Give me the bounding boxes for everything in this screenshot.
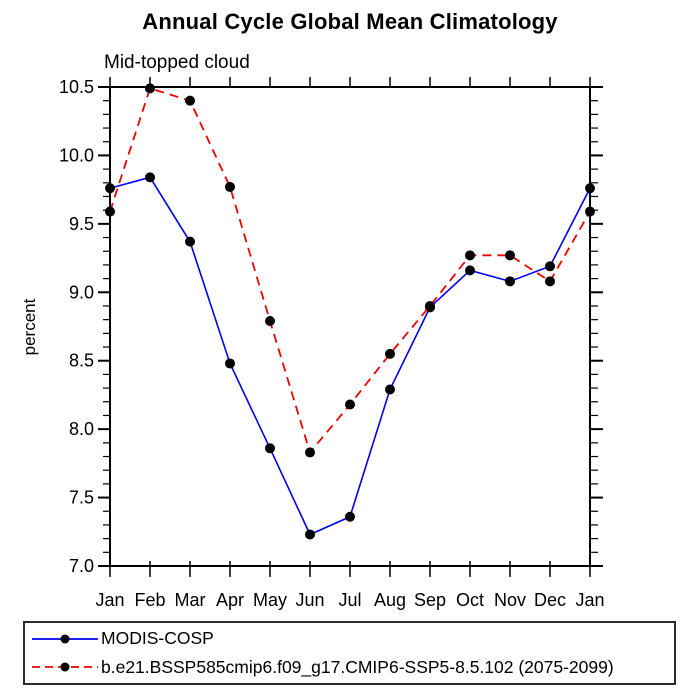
plot-area: 7.0 7.5 8.0 8.5 9.0 9.5 10.0 10.5 Jan Feb Mar Apr Ma… [59, 77, 605, 610]
data-point [225, 358, 235, 369]
x-tick-label: Feb [134, 590, 165, 610]
axis-tick-labels: 7.0 7.5 8.0 8.5 9.0 9.5 10.0 10.5 Jan Feb Mar Apr Ma… [59, 77, 605, 610]
data-point [305, 447, 315, 458]
legend-marker-dot [60, 662, 70, 672]
data-point [545, 276, 555, 287]
data-point [425, 300, 435, 311]
x-tick-label: May [253, 590, 287, 610]
x-tick-label: Jul [338, 590, 361, 610]
x-tick-label: Jan [575, 590, 604, 610]
data-point [465, 265, 475, 276]
legend-item-modis-cosp: MODIS-COSP [29, 626, 674, 652]
data-point [345, 399, 355, 410]
x-tick-label: Mar [175, 590, 206, 610]
series-markers-1 [105, 83, 595, 458]
y-tick-label: 8.5 [69, 351, 94, 371]
x-tick-label: Jun [295, 590, 324, 610]
data-point [185, 95, 195, 106]
data-point [265, 443, 275, 454]
x-tick-label: Jan [95, 590, 124, 610]
data-point [385, 348, 395, 359]
x-tick-label: Oct [456, 590, 484, 610]
y-tick-label: 10.0 [59, 145, 94, 165]
x-tick-label: Nov [494, 590, 526, 610]
data-point [505, 250, 515, 261]
chart-title: Annual Cycle Global Mean Climatology [142, 9, 558, 34]
legend-label-model-run: b.e21.BSSP585cmip6.f09_g17.CMIP6-SSP5-8.… [101, 656, 614, 677]
data-point [345, 511, 355, 522]
x-tick-label: Sep [414, 590, 446, 610]
plot-frame [109, 86, 591, 567]
legend-swatch-model-run [32, 662, 98, 672]
data-point [585, 206, 595, 217]
series-line-0 [109, 176, 591, 536]
x-tick-label: Aug [374, 590, 406, 610]
data-point [185, 236, 195, 247]
legend-item-model-run: b.e21.BSSP585cmip6.f09_g17.CMIP6-SSP5-8.… [29, 654, 674, 680]
axes [98, 77, 603, 577]
x-tick-label: Apr [216, 590, 244, 610]
legend-swatch-modis-cosp [32, 634, 98, 644]
legend-label-modis-cosp: MODIS-COSP [101, 628, 214, 649]
data-point [465, 250, 475, 261]
x-tick-label: Dec [534, 590, 566, 610]
data-point [305, 529, 315, 540]
data-point [385, 384, 395, 395]
series-line-1 [109, 87, 591, 455]
data-point [505, 276, 515, 287]
series-markers-0 [105, 172, 595, 540]
y-tick-label: 9.5 [69, 214, 94, 234]
data-point [145, 83, 155, 94]
y-tick-label: 8.0 [69, 419, 94, 439]
chart-subtitle: Mid-topped cloud [104, 52, 250, 73]
data-point [145, 172, 155, 183]
y-tick-label: 9.0 [69, 282, 94, 302]
y-tick-label: 7.5 [69, 488, 94, 508]
y-tick-label: 7.0 [69, 556, 94, 576]
legend-marker-dot [60, 634, 70, 644]
data-point [265, 316, 275, 327]
data-point [545, 261, 555, 272]
y-tick-label: 10.5 [59, 77, 94, 97]
data-point [225, 181, 235, 192]
data-point [585, 183, 595, 194]
data-point [105, 206, 115, 217]
data-point [105, 183, 115, 194]
legend-box: MODIS-COSP b.e21.BSSP585cmip6.f09_g17.CM… [23, 621, 676, 685]
